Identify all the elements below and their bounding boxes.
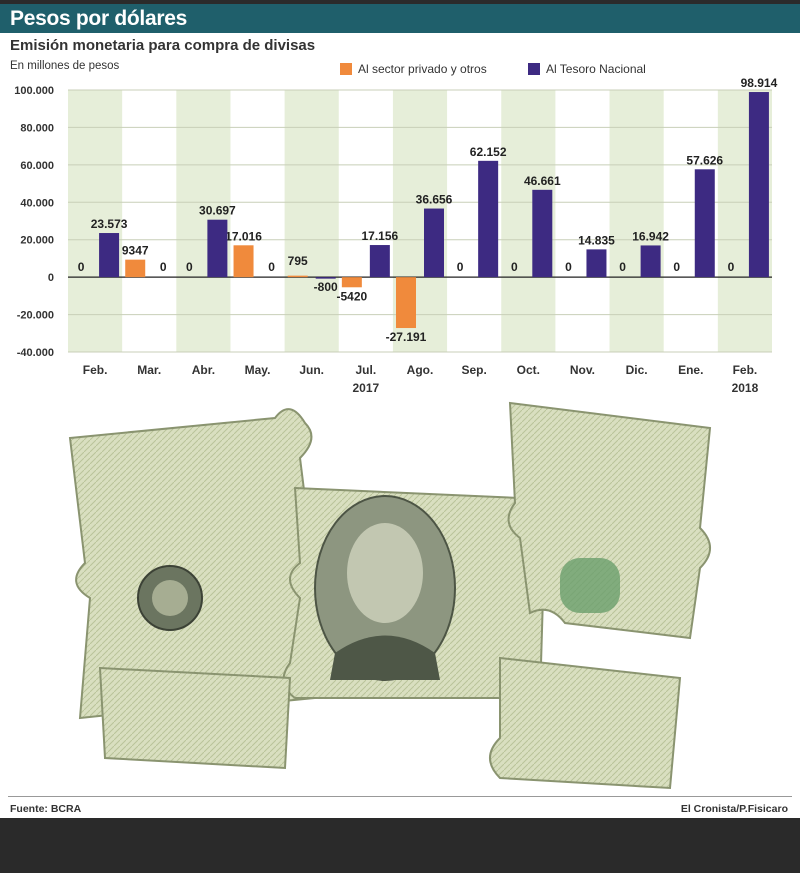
data-label: 16.942 xyxy=(632,229,669,243)
headline: Pesos por dólares xyxy=(10,7,187,30)
data-label: 0 xyxy=(511,260,518,274)
bar xyxy=(748,92,769,278)
bar xyxy=(478,160,499,278)
top-strip xyxy=(0,0,800,4)
credit-label: El Cronista/P.Fisicaro xyxy=(680,803,788,815)
data-label: 57.626 xyxy=(686,153,723,167)
y-tick-label: 60.000 xyxy=(20,160,54,172)
x-tick-label: Ago. xyxy=(407,363,434,377)
data-label: -800 xyxy=(314,280,338,294)
data-label: 36.656 xyxy=(416,193,453,207)
x-tick-label: Dic. xyxy=(626,363,648,377)
bar xyxy=(586,249,607,278)
header-bar: Pesos por dólares xyxy=(0,4,800,33)
y-tick-label: 100.000 xyxy=(14,85,54,97)
puzzle-piece-bottom-left xyxy=(98,666,292,770)
source-label: Fuente: BCRA xyxy=(10,803,82,815)
column-shade xyxy=(284,90,339,352)
units-label: En millones de pesos xyxy=(10,60,120,72)
data-label: 0 xyxy=(673,260,680,274)
x-tick-label: Jun. xyxy=(299,363,324,377)
x-tick-label: May. xyxy=(245,363,271,377)
portrait-face xyxy=(347,523,423,623)
column-shade xyxy=(609,90,664,352)
data-label: 17.156 xyxy=(361,229,398,243)
x-tick-label: Mar. xyxy=(137,363,161,377)
x-tick-label: Jul. xyxy=(356,363,377,377)
bar xyxy=(287,275,308,278)
data-label: -27.191 xyxy=(386,330,427,344)
data-label: 23.573 xyxy=(91,217,128,231)
data-label: 0 xyxy=(728,260,735,274)
puzzle-dollar-icon xyxy=(68,401,712,790)
bar xyxy=(99,233,120,278)
bottom-rule xyxy=(8,796,792,797)
bar xyxy=(640,245,661,278)
y-tick-label: -20.000 xyxy=(17,310,54,322)
x-tick-label: Abr. xyxy=(192,363,215,377)
bar xyxy=(207,219,228,278)
data-label: 0 xyxy=(186,260,193,274)
data-label: -5420 xyxy=(336,289,367,303)
legend-item-treasury: Al Tesoro Nacional xyxy=(528,62,646,76)
bar xyxy=(125,259,146,278)
column-shade xyxy=(68,90,123,352)
x-tick-label: Feb. xyxy=(83,363,108,377)
x-tick-label: Oct. xyxy=(517,363,540,377)
bar xyxy=(424,208,444,278)
bar xyxy=(369,245,390,278)
legend-swatch-private xyxy=(340,63,352,75)
data-label: 0 xyxy=(457,260,464,274)
bar-chart: 100.000 80.000 60.000 40.000 20.000 0 -20.000 -… xyxy=(14,76,778,395)
puzzle-piece-right-bottom xyxy=(489,656,682,790)
portrait-coat xyxy=(330,635,440,680)
data-label: 14.835 xyxy=(578,233,615,247)
y-tick-label: 20.000 xyxy=(20,235,54,247)
year-label: 2017 xyxy=(352,381,379,395)
data-label: 98.914 xyxy=(741,76,778,90)
footer-band xyxy=(0,818,800,873)
x-tick-label: Nov. xyxy=(570,363,595,377)
puzzle-piece-right-top xyxy=(507,401,712,640)
data-label: 0 xyxy=(619,260,626,274)
y-tick-label: 80.000 xyxy=(20,122,54,134)
bar xyxy=(694,169,715,278)
y-tick-label: 0 xyxy=(48,272,54,284)
bar xyxy=(396,277,416,329)
data-label: 0 xyxy=(565,260,572,274)
legend-label-private: Al sector privado y otros xyxy=(358,62,487,76)
y-tick-label: 40.000 xyxy=(20,197,54,209)
data-label: 30.697 xyxy=(199,204,236,218)
x-tick-label: Feb. xyxy=(733,363,758,377)
bar xyxy=(315,277,336,279)
data-label: 46.661 xyxy=(524,174,561,188)
seal-inner xyxy=(152,580,188,616)
data-label: 62.152 xyxy=(470,145,507,159)
data-label: 0 xyxy=(268,260,275,274)
data-label: 9347 xyxy=(122,244,149,258)
chart-title: Emisión monetaria para compra de divisas xyxy=(10,37,316,54)
year-label: 2018 xyxy=(732,381,759,395)
legend-item-private: Al sector privado y otros xyxy=(340,62,487,76)
data-label: 17.016 xyxy=(225,229,262,243)
legend-label-treasury: Al Tesoro Nacional xyxy=(546,62,646,76)
bar xyxy=(532,189,553,278)
data-label: 795 xyxy=(288,254,308,268)
green-seal-icon xyxy=(560,558,620,613)
data-label: 0 xyxy=(160,260,167,274)
data-label: 0 xyxy=(78,260,85,274)
legend-swatch-treasury xyxy=(528,63,540,75)
bar xyxy=(341,277,362,288)
bar xyxy=(233,245,254,278)
x-tick-label: Ene. xyxy=(678,363,703,377)
y-tick-label: -40.000 xyxy=(17,347,54,359)
x-tick-label: Sep. xyxy=(461,363,486,377)
